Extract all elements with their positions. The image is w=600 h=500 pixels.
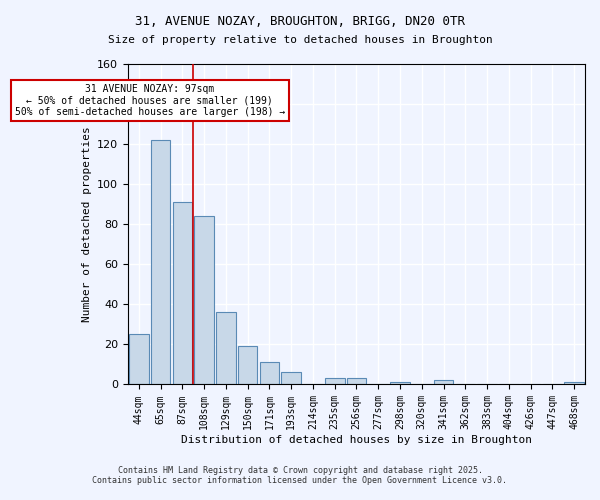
Bar (216, 312, 236, 384)
Bar (347, 378, 366, 384)
Bar (325, 378, 344, 384)
Bar (390, 382, 410, 384)
Y-axis label: Number of detached properties: Number of detached properties (82, 126, 92, 322)
Text: 31 AVENUE NOZAY: 97sqm
← 50% of detached houses are smaller (199)
50% of semi-de: 31 AVENUE NOZAY: 97sqm ← 50% of detached… (14, 84, 285, 117)
Bar (260, 362, 279, 384)
Bar (565, 382, 584, 384)
Bar (238, 346, 257, 385)
Bar (129, 334, 149, 384)
Bar (281, 372, 301, 384)
Bar (173, 202, 192, 384)
Text: 31, AVENUE NOZAY, BROUGHTON, BRIGG, DN20 0TR: 31, AVENUE NOZAY, BROUGHTON, BRIGG, DN20… (135, 15, 465, 28)
X-axis label: Distribution of detached houses by size in Broughton: Distribution of detached houses by size … (181, 435, 532, 445)
Text: Contains HM Land Registry data © Crown copyright and database right 2025.
Contai: Contains HM Land Registry data © Crown c… (92, 466, 508, 485)
Text: Size of property relative to detached houses in Broughton: Size of property relative to detached ho… (107, 35, 493, 45)
Bar (194, 216, 214, 384)
Bar (434, 380, 454, 384)
Bar (151, 140, 170, 384)
